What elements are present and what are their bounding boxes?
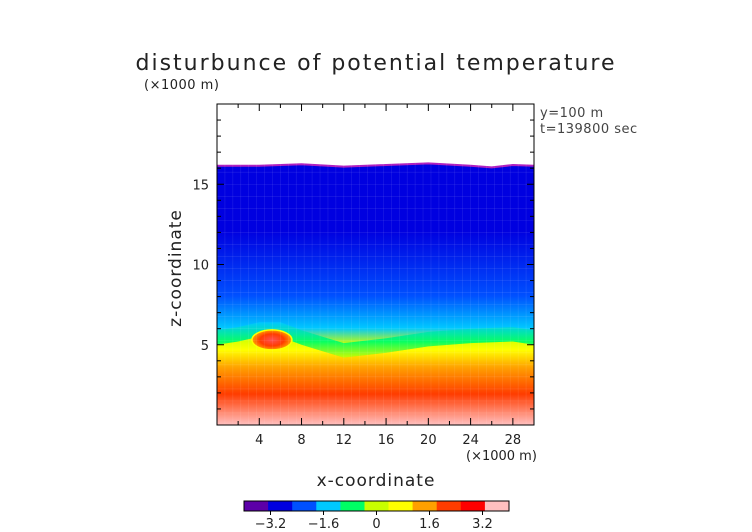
colorbar-tick-label: 0 <box>372 517 380 532</box>
colorbar-swatch <box>364 501 390 511</box>
info-line-y: y=100 m <box>540 106 604 121</box>
y-tick-label: 10 <box>192 259 209 274</box>
colorbar-tick-label: −3.2 <box>255 517 287 532</box>
x-axis-label: x-coordinate <box>317 471 436 491</box>
colorbar: −3.2 −1.6 0 1.6 3.2 <box>243 500 510 532</box>
colorbar-swatch <box>244 501 269 511</box>
x-tick-label: 16 <box>378 433 395 448</box>
colorbar-swatch <box>484 501 510 511</box>
y-axis-label: z-coordinate <box>166 209 186 327</box>
x-tick-label: 24 <box>462 433 479 448</box>
colorbar-swatch <box>412 501 438 511</box>
plot-grid <box>217 104 534 425</box>
transition-band <box>217 322 534 358</box>
colorbar-swatch <box>292 501 317 511</box>
x-unit-label: (×1000 m) <box>466 449 537 464</box>
colorbar-swatch <box>436 501 462 511</box>
axis-ticks: 4 8 12 16 20 24 28 5 10 15 <box>192 104 534 448</box>
colorbar-tick-label: 1.6 <box>419 517 440 532</box>
info-line-t: t=139800 sec <box>540 122 638 137</box>
x-tick-label: 8 <box>297 433 305 448</box>
y-unit-label: (×1000 m) <box>144 78 219 93</box>
colorbar-tick-label: −1.6 <box>308 517 340 532</box>
colorbar-swatch <box>268 501 293 511</box>
colorbar-swatch <box>388 501 414 511</box>
chart-title: disturbunce of potential temperature <box>136 51 617 76</box>
top-boundary <box>217 162 534 169</box>
x-tick-label: 20 <box>420 433 437 448</box>
y-tick-label: 5 <box>201 339 209 354</box>
x-tick-label: 4 <box>255 433 263 448</box>
warm-bubble <box>251 329 293 351</box>
x-tick-label: 12 <box>336 433 353 448</box>
colorbar-tick-label: 3.2 <box>472 517 493 532</box>
colorbar-swatch <box>316 501 341 511</box>
warm-layer <box>217 336 534 425</box>
colorbar-swatch <box>460 501 486 511</box>
x-tick-label: 28 <box>505 433 522 448</box>
temperature-field <box>217 162 534 425</box>
y-tick-label: 15 <box>192 178 209 193</box>
colorbar-swatch <box>340 501 365 511</box>
